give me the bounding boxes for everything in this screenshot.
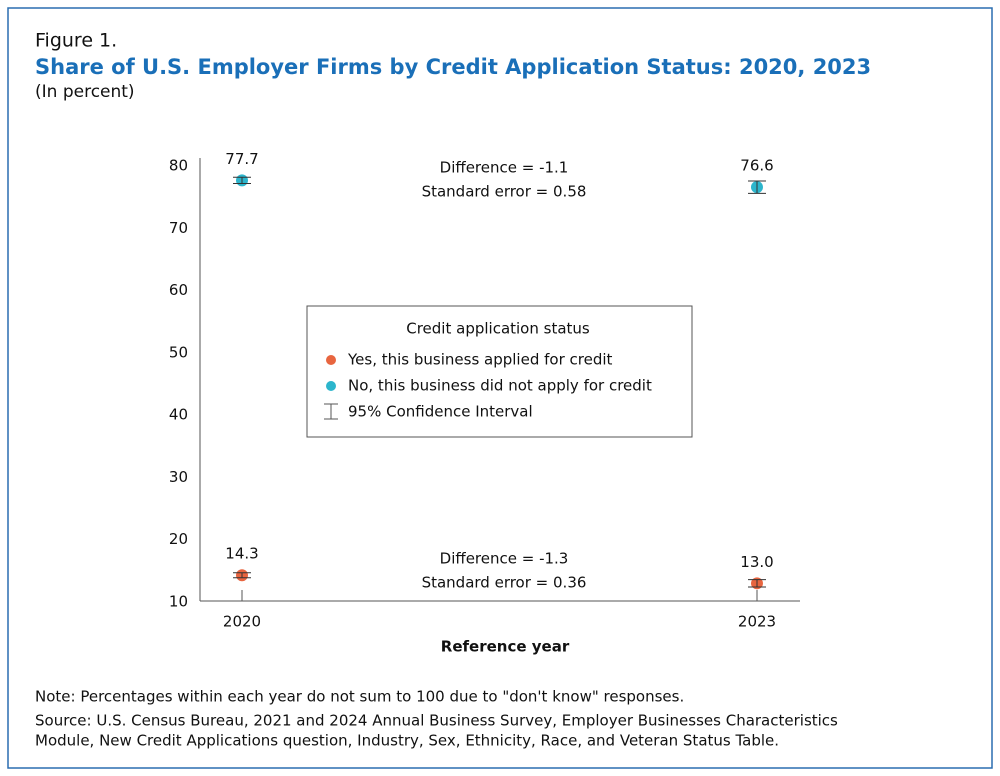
y-tick-label: 60 (169, 281, 188, 299)
y-tick-label: 70 (169, 219, 188, 237)
y-tick-label: 20 (169, 530, 188, 548)
chart-subtitle: (In percent) (35, 82, 135, 102)
y-tick-label: 10 (169, 593, 188, 611)
figure-label: Figure 1. (35, 30, 117, 52)
error-bar (233, 572, 251, 579)
legend-dot (326, 381, 336, 391)
legend-label: Yes, this business applied for credit (347, 351, 613, 369)
legend-label: 95% Confidence Interval (348, 403, 533, 421)
annotation: Standard error = 0.36 (422, 574, 587, 592)
x-tick-label: 2020 (223, 613, 261, 631)
source: Source: U.S. Census Bureau, 2021 and 202… (35, 712, 838, 730)
data-label: 14.3 (225, 545, 258, 563)
annotation: Difference = -1.1 (440, 159, 569, 177)
y-tick-label: 40 (169, 406, 188, 424)
data-label: 13.0 (740, 553, 773, 571)
error-bar (748, 579, 766, 588)
x-tick-label: 2023 (738, 613, 776, 631)
x-axis-label: Reference year (441, 638, 570, 656)
data-label: 76.6 (740, 156, 773, 174)
note: Note: Percentages within each year do no… (35, 688, 684, 706)
y-tick-label: 30 (169, 468, 188, 486)
error-bar (748, 180, 766, 194)
legend-dot (326, 355, 336, 365)
annotation: Standard error = 0.58 (422, 183, 587, 201)
error-bar (233, 176, 251, 184)
legend-label: No, this business did not apply for cred… (348, 377, 652, 395)
y-tick-label: 80 (169, 157, 188, 175)
data-label: 77.7 (225, 150, 258, 168)
legend-ci-icon (324, 403, 338, 420)
source: Module, New Credit Applications question… (35, 732, 779, 750)
frame (7, 7, 993, 769)
legend-box (306, 305, 693, 438)
annotation: Difference = -1.3 (440, 550, 569, 568)
legend-title: Credit application status (406, 320, 590, 338)
chart-title: Share of U.S. Employer Firms by Credit A… (35, 55, 871, 79)
y-tick-label: 50 (169, 343, 188, 361)
